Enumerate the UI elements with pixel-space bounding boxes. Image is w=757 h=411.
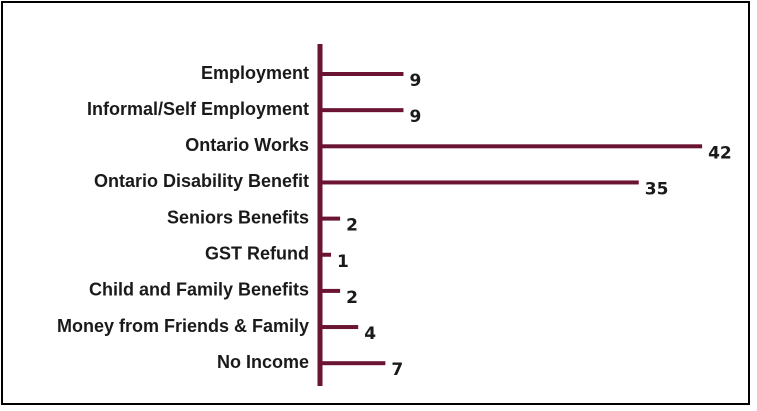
chart-frame — [1, 1, 750, 405]
bar — [322, 325, 359, 330]
bar — [322, 72, 404, 76]
data-label: 9 — [409, 107, 421, 127]
bar — [322, 288, 341, 293]
bar — [322, 144, 703, 149]
category-label: GST Refund — [205, 244, 309, 264]
bar — [322, 108, 404, 113]
data-label: 42 — [708, 143, 732, 163]
bar — [322, 180, 639, 185]
data-label: 4 — [364, 324, 376, 344]
data-label: 2 — [346, 216, 358, 236]
bar — [322, 361, 386, 366]
bars-group: Employment 9 Informal/Self Employment 9 Onta… — [57, 63, 732, 380]
bar — [322, 252, 332, 257]
category-label: Money from Friends & Family — [57, 316, 309, 336]
category-label: Child and Family Benefits — [89, 280, 309, 300]
category-label: Ontario Disability Benefit — [94, 171, 309, 191]
data-label: 35 — [645, 179, 669, 199]
data-label: 7 — [391, 360, 403, 380]
category-label: Employment — [201, 63, 309, 83]
data-label: 2 — [346, 288, 358, 308]
category-label: No Income — [217, 352, 309, 372]
data-label: 9 — [409, 71, 421, 91]
data-label: 1 — [337, 252, 349, 272]
category-label: Informal/Self Employment — [87, 99, 309, 119]
category-label: Seniors Benefits — [167, 207, 309, 227]
bar — [322, 216, 341, 221]
category-label: Ontario Works — [185, 135, 309, 155]
